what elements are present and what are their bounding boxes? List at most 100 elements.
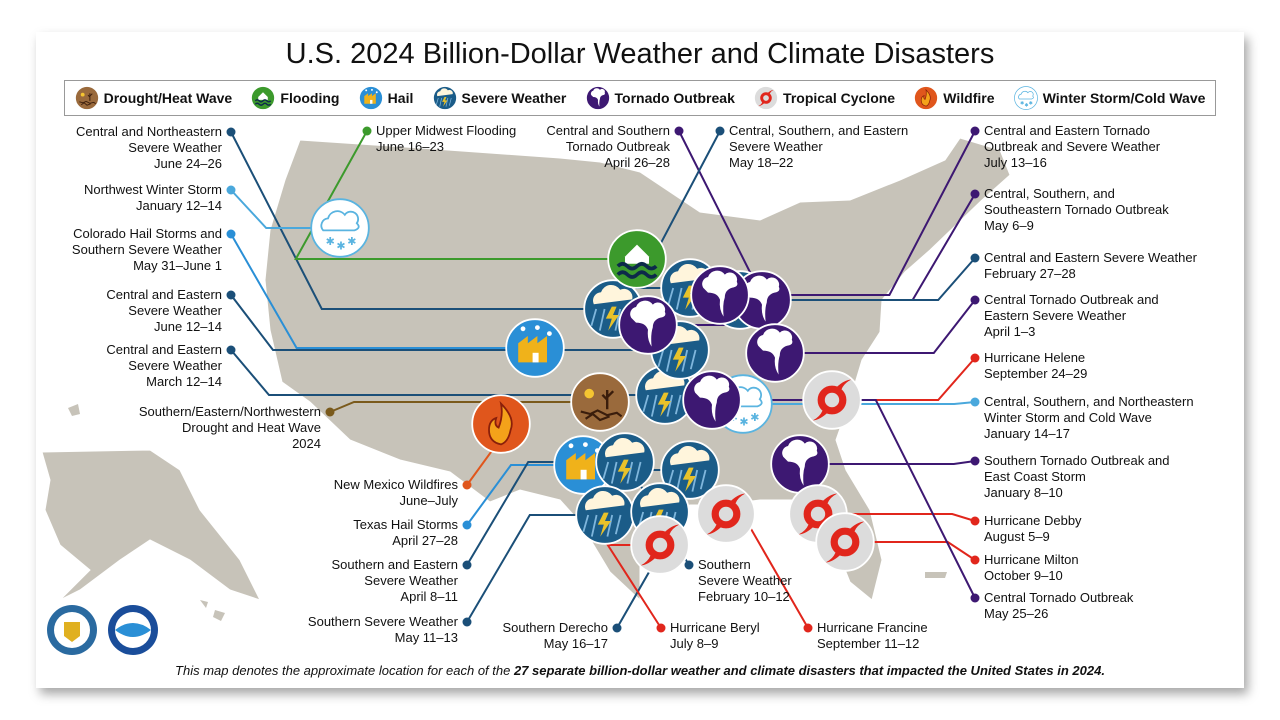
label-dot: [970, 516, 980, 526]
label-dots: [226, 126, 980, 633]
event-name: Central, Southern, and: [984, 186, 1115, 201]
label-dot: [803, 623, 813, 633]
event-name: Drought and Heat Wave: [182, 420, 321, 435]
event-name: Hurricane Milton: [984, 552, 1079, 567]
label-dot: [970, 253, 980, 263]
event-name: Central Tornado Outbreak and: [984, 292, 1159, 307]
event-dates: February 27–28: [984, 266, 1076, 281]
event-label: Central and Eastern Tornado Outbreak and …: [984, 123, 1160, 171]
event-label: Northwest Winter Storm January 12–14: [84, 182, 222, 214]
event-dates: July 8–9: [670, 636, 719, 651]
event-label: Southern Severe Weather February 10–12: [698, 557, 792, 605]
footer-bold: 27 separate billion-dollar weather and c…: [513, 663, 1105, 678]
drought-icon[interactable]: [570, 372, 630, 432]
cyclone-icon[interactable]: [816, 513, 874, 571]
label-dot: [462, 560, 472, 570]
tornado-icon[interactable]: [682, 370, 742, 430]
event-name: Colorado Hail Storms and: [73, 226, 222, 241]
label-dot: [656, 623, 666, 633]
event-dates: April 27–28: [392, 533, 458, 548]
event-name: Central, Southern, and Eastern: [729, 123, 909, 138]
label-dot: [226, 290, 236, 300]
label-dot: [970, 456, 980, 466]
event-label: Central and Eastern Severe Weather March 1…: [106, 342, 222, 390]
tornado-icon[interactable]: [745, 323, 805, 383]
wildfire-icon[interactable]: [471, 394, 531, 454]
severe-icon[interactable]: [575, 485, 635, 545]
legend-label: Winter Storm/Cold Wave: [1042, 90, 1206, 106]
label-dot: [226, 229, 236, 239]
event-dates: January 12–14: [135, 198, 222, 213]
legend-item-tornado: Tornado Outbreak: [585, 86, 735, 110]
inset-marker: [68, 404, 80, 416]
hail-icon[interactable]: [505, 318, 565, 378]
event-name: Central Tornado Outbreak: [984, 590, 1134, 605]
event-label: Central Tornado Outbreak and Eastern Seve…: [984, 292, 1159, 340]
noaa-logo: [108, 605, 158, 655]
event-name: Southern Tornado Outbreak and: [984, 453, 1170, 468]
event-dates: June 16–23: [376, 139, 444, 154]
event-name: Southern Severe Weather: [307, 614, 458, 629]
event-dates: May 18–22: [729, 155, 794, 170]
label-dot: [970, 353, 980, 363]
event-name: Outbreak and Severe Weather: [984, 139, 1161, 154]
contiguous-us: [264, 137, 1011, 602]
legend-label: Wildfire: [943, 90, 995, 106]
event-dates: February 10–12: [698, 589, 790, 604]
severe-icon[interactable]: [595, 432, 655, 492]
event-name: Central and Northeastern: [76, 124, 222, 139]
department-of-commerce-seal: [47, 605, 97, 655]
legend-item-hail: Hail: [358, 86, 414, 110]
event-dates: January 8–10: [984, 485, 1063, 500]
event-dates: January 14–17: [984, 426, 1071, 441]
event-dates: August 5–9: [984, 529, 1050, 544]
cyclone-icon[interactable]: [697, 485, 755, 543]
event-name: Tornado Outbreak: [565, 139, 670, 154]
event-dates: April 1–3: [984, 324, 1036, 339]
event-label: Central and Northeastern Severe Weather Ju…: [76, 124, 222, 172]
event-dates: May 31–June 1: [133, 258, 222, 273]
event-name: Texas Hail Storms: [353, 517, 458, 532]
legend-label: Drought/Heat Wave: [103, 90, 233, 106]
event-label: New Mexico Wildfires June–July: [334, 477, 458, 509]
event-name: Severe Weather: [128, 140, 222, 155]
connector-line: [740, 257, 976, 301]
connector-line: [800, 460, 976, 465]
legend-item-winter: Winter Storm/Cold Wave: [1013, 86, 1206, 110]
alaska: [41, 449, 261, 601]
label-dot: [674, 126, 684, 136]
event-name: Central, Southern, and Northeastern: [984, 394, 1194, 409]
label-dot: [970, 295, 980, 305]
tornado-icon[interactable]: [770, 434, 830, 494]
event-name: Southern Derecho: [502, 620, 608, 635]
tornado-icon[interactable]: [618, 295, 678, 355]
legend-item-severe: Severe Weather: [432, 86, 566, 110]
event-name: Hurricane Debby: [984, 513, 1082, 528]
event-name: Southern and Eastern: [331, 557, 458, 572]
legend-label: Hail: [387, 90, 414, 106]
winter-icon[interactable]: [310, 198, 370, 258]
event-name: Southern/Eastern/Northwestern: [138, 404, 321, 419]
flood-icon[interactable]: [607, 229, 667, 289]
label-dot: [362, 126, 372, 136]
cyclone-icon[interactable]: [631, 516, 689, 574]
footer-note: This map denotes the approximate locatio…: [0, 663, 1280, 678]
label-dot: [462, 617, 472, 627]
event-name: Hurricane Helene: [984, 350, 1086, 365]
event-label: Central, Southern, and Eastern Severe Wea…: [729, 123, 908, 171]
event-label: Southern Derecho May 16–17: [502, 620, 608, 652]
event-label: Hurricane Debby August 5–9: [984, 513, 1082, 545]
event-label: Central and Southern Tornado Outbreak Apri…: [546, 123, 670, 171]
event-dates: April 8–11: [400, 589, 458, 604]
event-name: Hurricane Beryl: [670, 620, 760, 635]
event-label: Southern/Eastern/Northwestern Drought and…: [139, 404, 321, 452]
cyclone-icon[interactable]: [803, 371, 861, 429]
event-dates: May 11–13: [394, 630, 458, 645]
event-dates: 2024: [292, 436, 321, 451]
label-dot: [325, 407, 335, 417]
event-name: Severe Weather: [364, 573, 458, 588]
event-label: Central, Southern, and Northeastern Winte…: [984, 394, 1194, 442]
tornado-icon[interactable]: [690, 265, 750, 325]
event-dates: June 24–26: [154, 156, 222, 171]
